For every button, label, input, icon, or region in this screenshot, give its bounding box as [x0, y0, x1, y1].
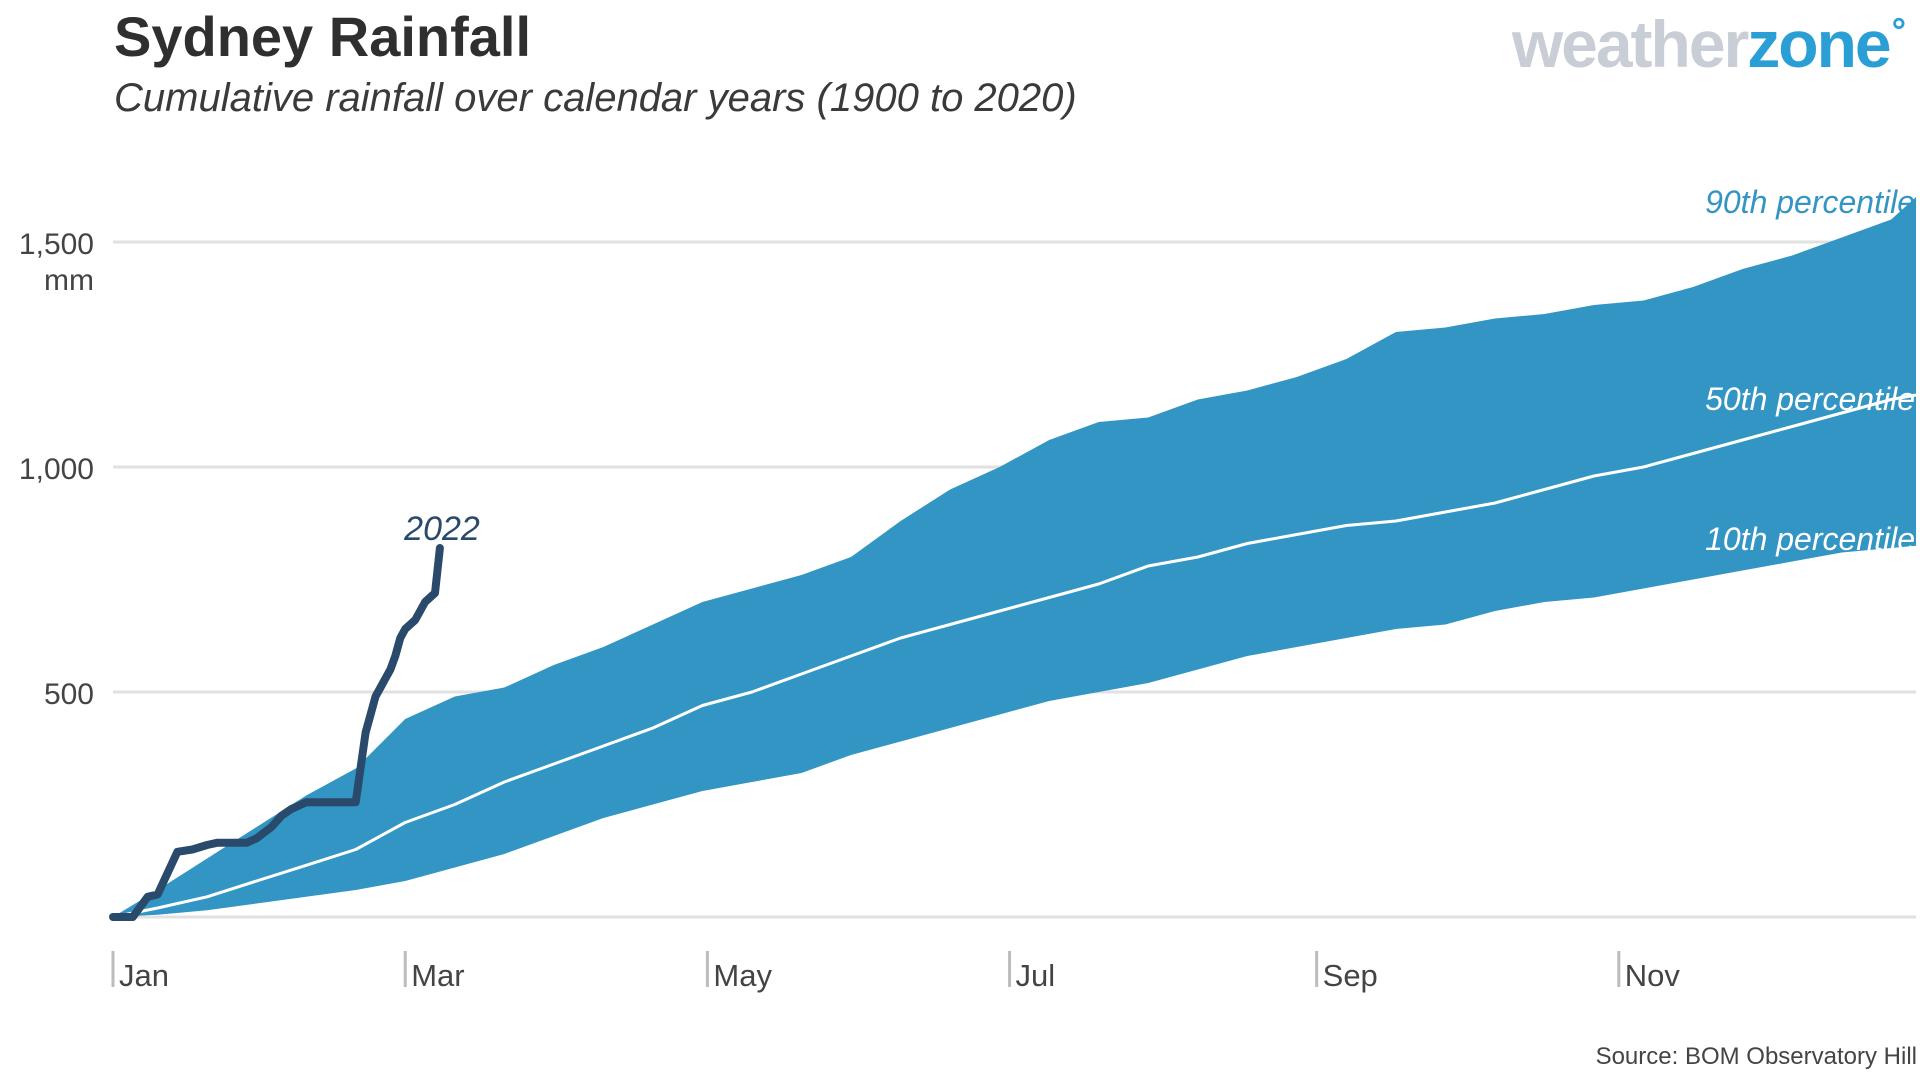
chart-subtitle: Cumulative rainfall over calendar years …: [114, 76, 1077, 120]
logo-text-weather: weather: [1511, 7, 1749, 81]
x-tick-label-jan: Jan: [119, 958, 169, 993]
logo-text-zone: zone: [1747, 7, 1891, 81]
chart-title: Sydney Rainfall: [114, 5, 532, 68]
y-tick-label-1000: 1,000: [19, 453, 94, 486]
x-tick-label-may: May: [713, 958, 772, 993]
label-2022: 2022: [403, 510, 480, 548]
percentile-band-area: [113, 197, 1916, 917]
y-tick-label-500: 500: [44, 678, 94, 711]
logo-mark: °: [1891, 10, 1906, 51]
x-tick-label-jul: Jul: [1016, 958, 1056, 993]
median-line: [112, 393, 1917, 919]
label-90th-percentile: 90th percentile: [1705, 184, 1915, 220]
x-tick-label-nov: Nov: [1625, 958, 1681, 993]
x-tick-label-mar: Mar: [411, 958, 464, 993]
source-note: Source: BOM Observatory Hill: [1595, 1043, 1917, 1070]
label-50th-percentile: 50th percentile: [1705, 381, 1915, 417]
weatherzone-logo: weatherzone°: [1511, 6, 1906, 82]
y-tick-label-1500: 1,500: [19, 228, 94, 261]
y-unit-label: mm: [44, 264, 94, 297]
series-2022-line: [109, 544, 444, 921]
x-tick-label-sep: Sep: [1323, 958, 1378, 993]
label-10th-percentile: 10th percentile: [1705, 521, 1915, 557]
